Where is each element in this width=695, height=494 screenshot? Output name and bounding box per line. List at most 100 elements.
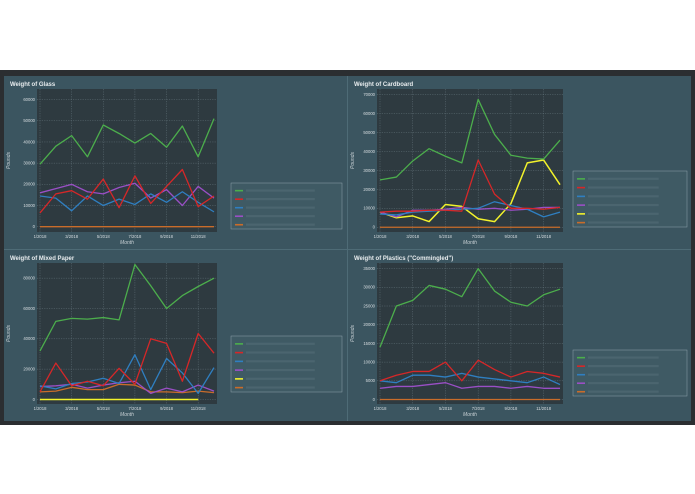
- chart-4-legend-entry-text: [588, 382, 659, 385]
- chart-2-y-tick-label: 40000: [363, 149, 375, 154]
- chart-grid: Weight of Glass 0 10000 20000 30000 40000 5000…: [4, 76, 691, 421]
- chart-1-legend-entry-text: [246, 197, 315, 201]
- chart-1-series-line-red: [39, 168, 215, 214]
- chart-1-y-axis-label: Pounds: [6, 152, 12, 169]
- chart-1-plot-area: [37, 89, 217, 232]
- chart-1-legend-entry-text: [246, 189, 315, 192]
- chart-1-y-tick-label: 60000: [23, 97, 35, 102]
- chart-3-x-tick-label: 1/2018: [34, 406, 47, 411]
- chart-3-y-tick-label: 80000: [23, 276, 35, 281]
- chart-2-series-line-yellow: [379, 159, 561, 223]
- chart-4-x-tick-label: 11/2018: [536, 406, 551, 411]
- chart-2-y-axis-label: Pounds: [350, 152, 356, 169]
- chart-4-y-tick-label: 5000: [366, 378, 376, 383]
- chart-2-x-tick-label: 5/2018: [439, 234, 452, 239]
- chart-2-x-tick-label: 3/2018: [406, 234, 419, 239]
- chart-4-legend-entry-text: [588, 356, 659, 359]
- chart-3-legend-entry-text: [246, 342, 315, 345]
- chart-2-title: Weight of Cardboard: [354, 82, 414, 88]
- chart-4-plot-area: [377, 263, 563, 404]
- chart-1-y-tick-label: 10000: [23, 203, 35, 208]
- page-top-margin: [0, 0, 695, 70]
- chart-4-legend-entry-text: [588, 390, 659, 393]
- chart-2-series-line-red: [379, 159, 561, 213]
- chart-3-y-tick-label: 20000: [23, 367, 35, 372]
- chart-4-y-tick-label: 30000: [363, 285, 375, 290]
- chart-1-y-tick-label: 40000: [23, 139, 35, 144]
- chart-4-y-tick-label: 0: [373, 397, 376, 402]
- chart-4-y-tick-label: 10000: [363, 360, 375, 365]
- chart-3-legend-entry-text: [246, 377, 315, 380]
- chart-3-title: Weight of Mixed Paper: [10, 256, 75, 262]
- chart-2-series-line-blue: [379, 201, 561, 218]
- chart-2-x-tick-label: 1/2018: [374, 234, 387, 239]
- chart-2-x-tick-label: 11/2018: [536, 234, 551, 239]
- chart-4-x-axis-label: Month: [463, 412, 477, 418]
- chart-4-x-tick-label: 1/2018: [374, 406, 387, 411]
- chart-4-y-tick-label: 20000: [363, 322, 375, 327]
- chart-4-series-line-blue: [379, 372, 561, 386]
- chart-3-y-axis-label: Pounds: [6, 325, 12, 342]
- dashboard: Weight of Glass 0 10000 20000 30000 40000 5000…: [0, 70, 695, 425]
- chart-1-y-tick-label: 30000: [23, 161, 35, 166]
- chart-4-y-axis-label: Pounds: [350, 325, 356, 342]
- chart-4-series-line-red: [379, 359, 561, 382]
- chart-4-x-tick-label: 9/2018: [505, 406, 518, 411]
- chart-2-legend-entry-text: [588, 221, 659, 224]
- chart-2-legend-entry-text: [588, 203, 659, 207]
- chart-2-y-tick-label: 60000: [363, 111, 375, 116]
- chart-3-series-line-orange: [39, 383, 215, 394]
- chart-3-y-tick-label: 40000: [23, 336, 35, 341]
- chart-3-legend-entry-text: [246, 368, 315, 372]
- chart-3-y-tick-label: 0: [33, 397, 36, 402]
- chart-2-y-tick-label: 0: [373, 225, 376, 230]
- chart-3-x-tick-label: 5/2018: [97, 406, 110, 411]
- vertical-divider: [347, 76, 348, 421]
- chart-4-title: Weight of Plastics ("Commingled"): [354, 256, 453, 262]
- chart-1-y-tick-label: 20000: [23, 182, 35, 187]
- chart-2-series-line-green: [379, 98, 561, 181]
- chart-3-legend-entry-text: [246, 360, 315, 363]
- chart-1-series-line-purple: [39, 182, 215, 207]
- chart-2-y-tick-label: 20000: [363, 187, 375, 192]
- chart-4-legend-entry-text: [588, 364, 659, 368]
- chart-3-x-tick-label: 9/2018: [160, 406, 173, 411]
- chart-1-x-tick-label: 7/2018: [129, 234, 142, 239]
- chart-2-x-tick-label: 7/2018: [472, 234, 485, 239]
- chart-3-legend: [230, 335, 343, 393]
- chart-4-x-tick-label: 3/2018: [406, 406, 419, 411]
- chart-3-series-line-red: [39, 332, 215, 393]
- chart-2-x-axis-label: Month: [463, 240, 477, 246]
- chart-2-y-tick-label: 30000: [363, 168, 375, 173]
- chart-1-x-tick-label: 5/2018: [97, 234, 110, 239]
- chart-2-y-tick-label: 50000: [363, 130, 375, 135]
- chart-3-legend-entry-text: [246, 351, 315, 354]
- chart-1-series-line-blue: [39, 191, 215, 213]
- chart-2-y-tick-label: 70000: [363, 92, 375, 97]
- chart-2-y-tick-label: 10000: [363, 206, 375, 211]
- page-bottom-margin: [0, 425, 695, 494]
- chart-1-legend-entry-text: [246, 223, 315, 226]
- chart-3-x-tick-label: 11/2018: [191, 406, 206, 411]
- chart-1-x-tick-label: 1/2018: [34, 234, 47, 239]
- chart-2-legend: [572, 170, 688, 228]
- chart-2-legend-entry-text: [588, 186, 659, 189]
- chart-1-title: Weight of Glass: [10, 82, 56, 88]
- chart-1-x-axis-label: Month: [120, 240, 134, 246]
- chart-3-series-line-blue: [39, 354, 215, 395]
- chart-4-y-tick-label: 35000: [363, 266, 375, 271]
- chart-4-legend-entry-text: [588, 373, 659, 376]
- chart-1-legend-entry-text: [246, 206, 315, 209]
- chart-2-legend-entry-text: [588, 195, 659, 198]
- chart-4-series-line-green: [379, 267, 561, 348]
- chart-2-x-tick-label: 9/2018: [505, 234, 518, 239]
- chart-4-series-line-purple: [379, 382, 560, 389]
- chart-3-x-axis-label: Month: [120, 412, 134, 418]
- chart-4-x-tick-label: 5/2018: [439, 406, 452, 411]
- chart-1-series-line-green: [39, 118, 215, 165]
- chart-4-x-tick-label: 7/2018: [472, 406, 485, 411]
- chart-3-y-tick-label: 60000: [23, 306, 35, 311]
- chart-3-series-line-green: [39, 263, 215, 352]
- chart-1-y-tick-label: 0: [33, 224, 36, 229]
- chart-4-y-tick-label: 25000: [363, 303, 375, 308]
